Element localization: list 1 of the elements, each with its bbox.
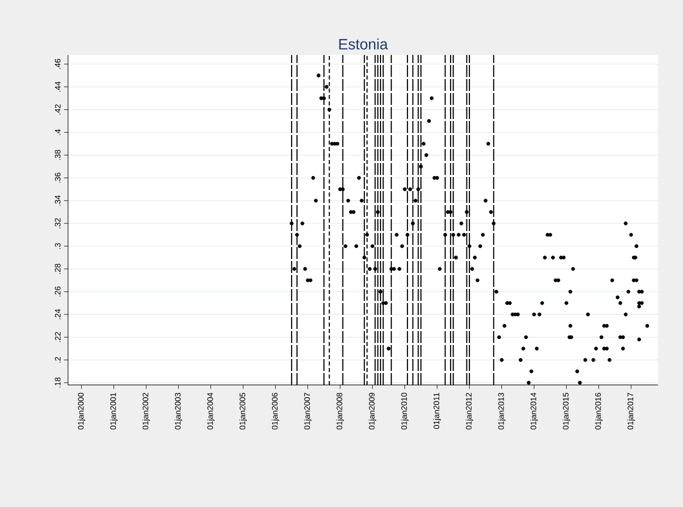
chart-title: Estonia bbox=[339, 38, 388, 50]
